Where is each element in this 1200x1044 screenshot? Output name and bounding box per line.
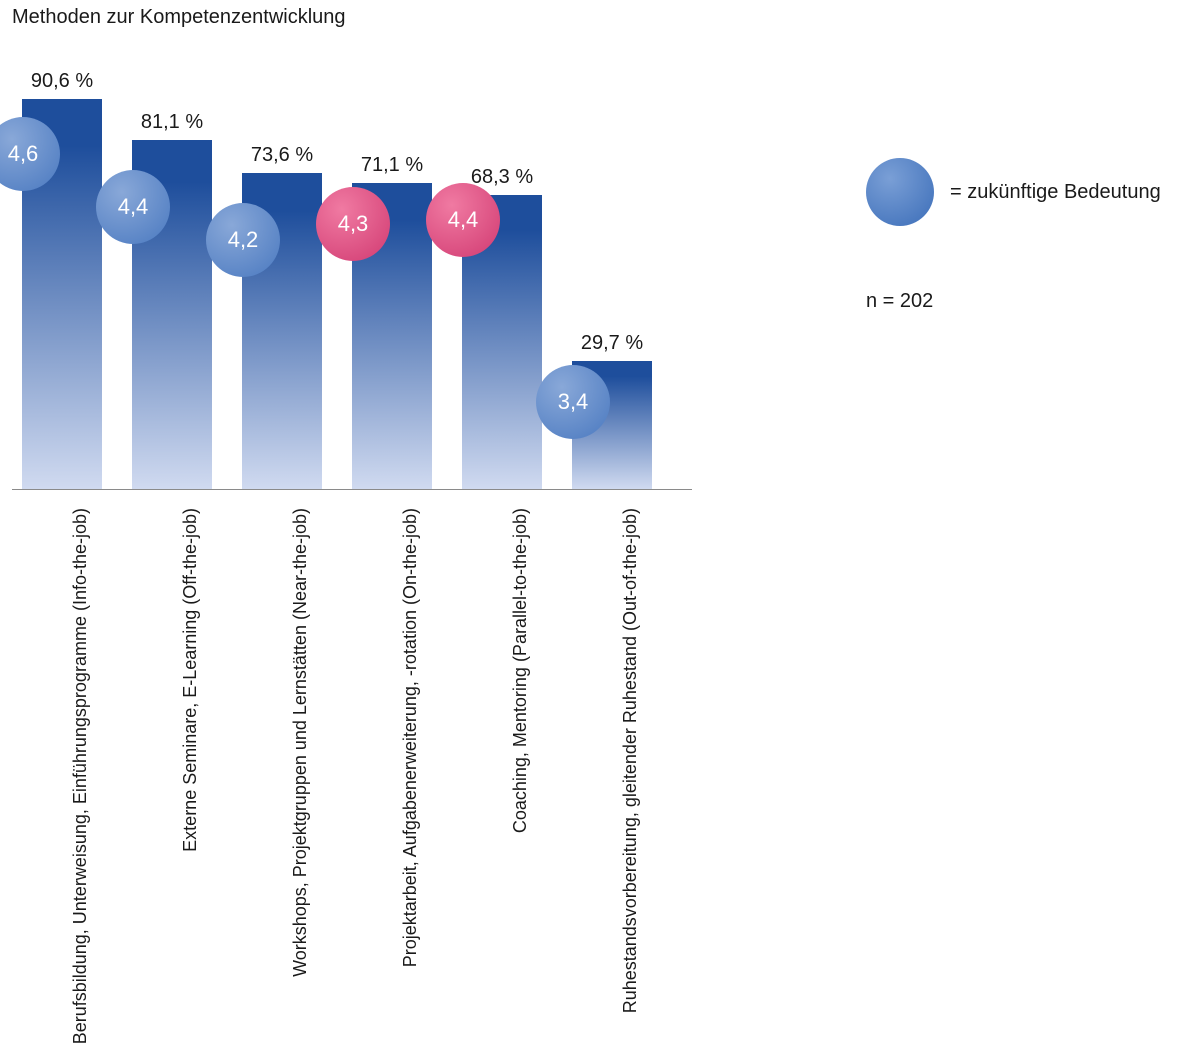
importance-circle: 4,4 <box>96 170 170 244</box>
x-axis-labels: Berufsbildung, Unterweisung, Einführungs… <box>12 500 692 960</box>
importance-circle: 4,3 <box>316 187 390 261</box>
x-axis-label: Coaching, Mentoring (Parallel-to-the-job… <box>510 508 531 833</box>
legend-swatch-icon <box>866 158 934 226</box>
x-axis-label: Ruhestandsvorbereitung, gleitender Ruhes… <box>620 508 641 1013</box>
x-axis-label: Projektarbeit, Aufgabenerweiterung, -rot… <box>400 508 421 967</box>
bar-group: 81,1 %4,4 <box>132 59 212 489</box>
bar-group: 29,7 %3,4 <box>572 59 652 489</box>
bar-value-label: 71,1 % <box>332 154 452 177</box>
bar-chart: 90,6 %4,681,1 %4,473,6 %4,271,1 %4,368,3… <box>12 60 692 490</box>
bars-container: 90,6 %4,681,1 %4,473,6 %4,271,1 %4,368,3… <box>12 59 692 489</box>
bar-group: 71,1 %4,3 <box>352 59 432 489</box>
bar-group: 68,3 %4,4 <box>462 59 542 489</box>
page: Methoden zur Kompetenzentwicklung 90,6 %… <box>0 0 1200 962</box>
legend: = zukünftige Bedeutung <box>866 158 1161 226</box>
sample-size-note: n = 202 <box>866 290 933 313</box>
x-axis-label: Externe Seminare, E-Learning (Off-the-jo… <box>180 508 201 852</box>
importance-circle: 4,4 <box>426 183 500 257</box>
bar-value-label: 29,7 % <box>552 332 672 355</box>
bar-group: 90,6 %4,6 <box>22 59 102 489</box>
x-axis-label: Berufsbildung, Unterweisung, Einführungs… <box>70 508 91 1044</box>
legend-label: = zukünftige Bedeutung <box>950 181 1161 204</box>
bar-value-label: 90,6 % <box>2 70 122 93</box>
chart-baseline <box>12 489 692 490</box>
bar-group: 73,6 %4,2 <box>242 59 322 489</box>
bar-value-label: 73,6 % <box>222 144 342 167</box>
importance-circle: 4,2 <box>206 203 280 277</box>
chart-title: Methoden zur Kompetenzentwicklung <box>12 6 346 29</box>
x-axis-label: Workshops, Projektgruppen und Lernstätte… <box>290 508 311 977</box>
bar-value-label: 81,1 % <box>112 111 232 134</box>
importance-circle: 3,4 <box>536 365 610 439</box>
